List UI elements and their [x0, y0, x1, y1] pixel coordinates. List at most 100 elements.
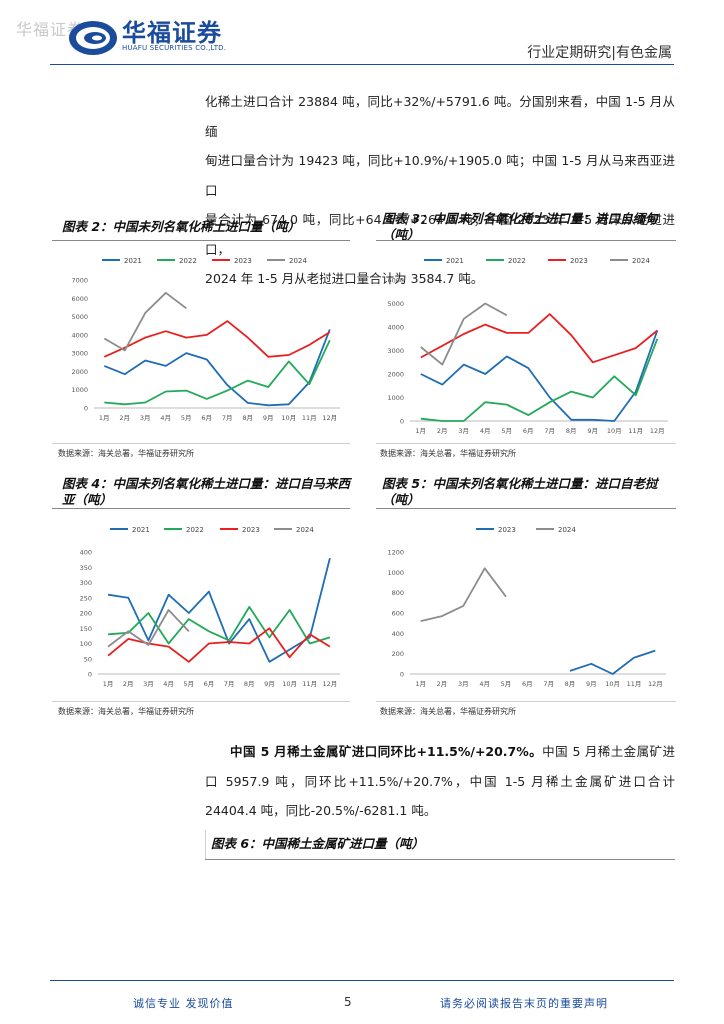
intro-line: 化稀土进口合计 23884 吨，同比+32%/+5791.6 吨。分国别来看，中… — [205, 94, 675, 139]
page-number: 5 — [344, 995, 352, 1009]
x-tick-label: 2月 — [119, 414, 130, 422]
y-tick-label: 100 — [80, 640, 92, 648]
legend-label: 2024 — [289, 257, 307, 265]
intro-paragraph: 化稀土进口合计 23884 吨，同比+32%/+5791.6 吨。分国别来看，中… — [205, 87, 675, 294]
figure-6-title: 图表 6：中国稀土金属矿进口量（吨） — [211, 836, 425, 851]
y-tick-label: 6000 — [387, 277, 404, 285]
figure-3-title: 图表 3：中国未列名氧化稀土进口量：进口自缅甸（吨） — [382, 211, 658, 242]
y-tick-label: 3000 — [387, 347, 404, 355]
figure-2-title: 图表 2：中国未列名氧化稀土进口量（吨） — [62, 219, 301, 234]
y-tick-label: 5000 — [71, 313, 88, 321]
y-tick-label: 7000 — [71, 277, 88, 285]
metal-ore-headline: 中国 5 月稀土金属矿进口同环比+11.5%/+20.7%。 — [230, 744, 543, 759]
x-tick-label: 7月 — [222, 414, 233, 422]
legend-label: 2021 — [132, 526, 150, 534]
x-tick-label: 6月 — [204, 680, 215, 688]
x-tick-label: 4月 — [479, 680, 490, 688]
intro-line: 2024 年 1-5 月从老挝进口量合计为 3584.7 吨。 — [205, 271, 484, 286]
x-tick-label: 2月 — [437, 680, 448, 688]
legend-label: 2022 — [508, 257, 526, 265]
figure-3-bottom-rule — [376, 443, 676, 444]
x-tick-label: 12月 — [323, 680, 338, 688]
figure-4-chart: 2021 2022 2023 2024 0 50 100 150 200 250 300 350 400… — [80, 526, 340, 688]
x-tick-label: 1月 — [103, 680, 114, 688]
figure-3-source: 数据来源：海关总署，华福证券研究所 — [380, 449, 516, 458]
metal-ore-text: 中国 5 月稀土金属矿进口 5957.9 吨，同环比+11.5%/+20.7%，… — [205, 744, 675, 818]
intro-line: 甸进口量合计为 19423 吨，同比+10.9%/+1905.0 吨；中国 1-… — [205, 153, 675, 198]
figure-3-rule — [376, 240, 676, 241]
figure-4-title: 图表 4：中国未列名氧化稀土进口量：进口自马来西亚（吨） — [62, 476, 351, 507]
x-tick-label: 1月 — [415, 680, 426, 688]
x-tick-label: 4月 — [480, 427, 491, 435]
figure-4-rule — [52, 508, 350, 509]
y-tick-label: 0 — [400, 671, 404, 679]
x-tick-label: 10月 — [607, 427, 622, 435]
series-line-2024 — [103, 291, 187, 352]
y-tick-label: 1000 — [387, 569, 404, 577]
x-tick-label: 11月 — [302, 680, 317, 688]
series-line-2022 — [420, 338, 659, 422]
legend-label: 2023 — [234, 257, 252, 265]
x-tick-label: 5月 — [501, 427, 512, 435]
x-tick-label: 8月 — [244, 680, 255, 688]
y-tick-label: 0 — [400, 418, 404, 426]
x-tick-label: 12月 — [322, 414, 337, 422]
series-line-2021 — [107, 557, 331, 663]
x-tick-label: 4月 — [160, 414, 171, 422]
figure-6-left-rule — [205, 830, 206, 860]
y-tick-label: 0 — [84, 405, 88, 413]
x-tick-label: 10月 — [282, 680, 297, 688]
x-tick-label: 8月 — [242, 414, 253, 422]
x-tick-label: 4月 — [163, 680, 174, 688]
figure-2-chart: 2021 2022 2023 2024 0 1000 2000 3000 4000 5000 600… — [71, 257, 340, 422]
y-tick-label: 600 — [392, 610, 404, 618]
figure-4-source: 数据来源：海关总署，华福证券研究所 — [58, 707, 194, 716]
x-tick-label: 1月 — [99, 414, 110, 422]
x-tick-label: 2月 — [437, 427, 448, 435]
figure-5-title: 图表 5：中国未列名氧化稀土进口量：进口自老挝（吨） — [382, 476, 658, 507]
figure-3-chart: 2021 2022 2023 2024 0 1000 2000 3000 4000 5000 600… — [387, 257, 668, 435]
x-tick-label: 8月 — [565, 680, 576, 688]
y-tick-label: 5000 — [387, 300, 404, 308]
series-line-2022 — [108, 606, 331, 645]
x-tick-label: 7月 — [224, 680, 235, 688]
legend-label: 2021 — [124, 257, 142, 265]
series-line-2021 — [420, 330, 659, 422]
footer-slogan: 诚信专业 发现价值 — [133, 997, 234, 1010]
series-line-2023 — [569, 649, 656, 675]
legend-label: 2022 — [186, 526, 204, 534]
huafu-logo-icon — [69, 21, 117, 55]
x-tick-label: 5月 — [181, 414, 192, 422]
header-divider — [50, 64, 674, 65]
series-line-2021 — [103, 329, 331, 407]
figure-5-source: 数据来源：海关总署，华福证券研究所 — [380, 707, 516, 716]
series-line-2024 — [107, 609, 190, 648]
y-tick-label: 300 — [80, 579, 92, 587]
y-tick-label: 400 — [392, 630, 404, 638]
y-tick-label: 200 — [392, 650, 404, 658]
y-tick-label: 0 — [88, 671, 92, 679]
legend-label: 2024 — [296, 526, 314, 534]
y-tick-label: 150 — [80, 625, 92, 633]
x-tick-label: 3月 — [143, 680, 154, 688]
x-tick-label: 2月 — [123, 680, 134, 688]
x-tick-label: 12月 — [648, 680, 663, 688]
y-tick-label: 800 — [392, 589, 404, 597]
x-tick-label: 11月 — [628, 427, 643, 435]
y-tick-label: 1000 — [387, 394, 404, 402]
y-tick-label: 1000 — [71, 386, 88, 394]
series-line-2024 — [420, 567, 507, 622]
series-line-2024 — [420, 302, 508, 366]
x-tick-label: 9月 — [264, 680, 275, 688]
y-tick-label: 400 — [80, 549, 92, 557]
y-tick-label: 4000 — [387, 324, 404, 332]
series-line-2023 — [103, 320, 331, 358]
x-tick-label: 7月 — [543, 680, 554, 688]
x-tick-label: 6月 — [523, 427, 534, 435]
x-tick-label: 10月 — [281, 414, 296, 422]
figure-4-bottom-rule — [52, 701, 350, 702]
x-tick-label: 3月 — [140, 414, 151, 422]
x-tick-label: 12月 — [650, 427, 665, 435]
x-tick-label: 11月 — [302, 414, 317, 422]
legend-label: 2023 — [498, 526, 516, 534]
